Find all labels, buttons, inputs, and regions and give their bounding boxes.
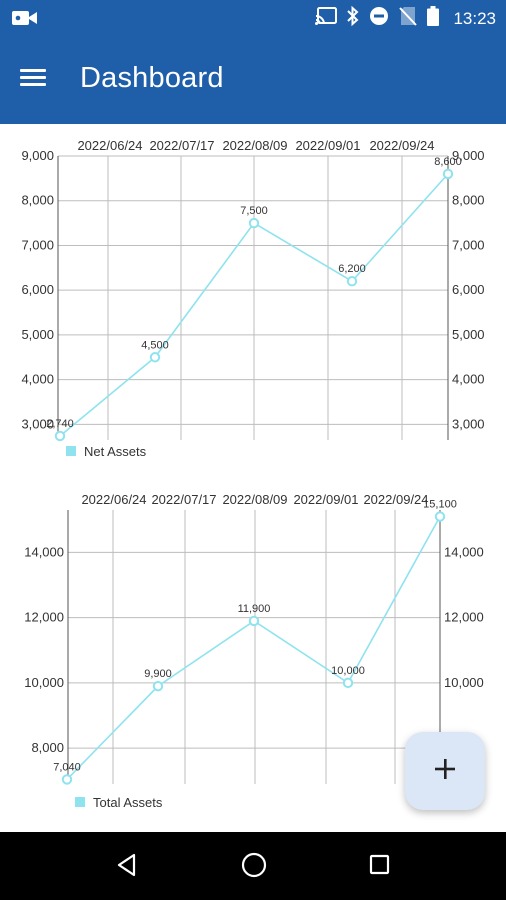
y-tick-label-left: 10,000 — [24, 675, 64, 690]
data-label: 10,000 — [331, 665, 365, 677]
y-tick-label-left: 8,000 — [21, 193, 54, 208]
y-tick-label-right: 7,000 — [452, 237, 485, 252]
y-tick-label-left: 5,000 — [21, 327, 54, 342]
y-tick-label-left: 9,000 — [21, 148, 54, 163]
y-tick-label-left: 4,000 — [21, 372, 54, 387]
y-tick-label-left: 14,000 — [24, 544, 64, 559]
x-tick-label: 2022/08/09 — [222, 492, 287, 507]
plus-icon — [434, 758, 456, 785]
cast-icon — [315, 7, 338, 30]
x-tick-label: 2022/07/17 — [149, 138, 214, 153]
video-camera-icon — [12, 9, 38, 32]
legend-label: Total Assets — [93, 795, 163, 810]
status-icons: 13:23 — [315, 0, 496, 37]
data-point — [346, 276, 358, 287]
total-assets-chart: 8,0008,00010,00010,00012,00012,00014,000… — [0, 474, 506, 824]
do-not-disturb-icon — [369, 6, 389, 31]
page-title: Dashboard — [80, 62, 224, 94]
hamburger-menu-icon[interactable] — [20, 65, 60, 97]
x-tick-label: 2022/06/24 — [77, 138, 142, 153]
x-tick-label: 2022/09/01 — [295, 138, 360, 153]
y-tick-label-right: 12,000 — [444, 610, 484, 625]
data-point — [149, 352, 161, 363]
data-label: 11,900 — [238, 603, 271, 615]
data-label: 9,900 — [144, 668, 172, 680]
app-bar: Dashboard — [0, 37, 506, 124]
y-tick-label-left: 3,000 — [21, 416, 54, 431]
x-tick-label: 2022/09/24 — [363, 492, 428, 507]
recents-icon[interactable] — [369, 854, 391, 881]
add-button[interactable] — [405, 732, 485, 810]
net-assets-chart-svg: 3,000 3,000 4,000 4,000 5,000 5,000 6,000 6,000… — [21, 138, 485, 459]
back-icon[interactable] — [116, 852, 138, 883]
y-tick-label-right: 10,000 — [444, 675, 484, 690]
data-point — [248, 217, 260, 229]
legend-label: Net Assets — [84, 444, 147, 459]
x-tick-label: 2022/09/01 — [293, 492, 358, 507]
y-tick-label-right: 9,000 — [452, 148, 485, 163]
legend-swatch — [75, 797, 85, 807]
total-assets-chart-svg: 8,0008,00010,00010,00012,00012,00014,000… — [24, 492, 484, 810]
y-tick-label-left: 7,000 — [21, 237, 54, 252]
y-tick-label-right: 4,000 — [452, 372, 485, 387]
y-tick-label-left: 6,000 — [21, 282, 54, 297]
home-icon[interactable] — [240, 851, 268, 884]
data-point — [54, 430, 66, 442]
data-point — [434, 511, 446, 522]
system-nav-bar — [0, 832, 506, 900]
bluetooth-icon — [347, 5, 359, 31]
net-assets-chart: 3,000 3,000 4,000 4,000 5,000 5,000 6,000 6,000… — [0, 124, 506, 464]
y-tick-label-right: 5,000 — [452, 327, 485, 342]
series-line — [66, 516, 441, 780]
x-tick-label: 2022/09/24 — [369, 138, 434, 153]
data-point — [248, 615, 260, 627]
data-label: 7,500 — [240, 205, 268, 217]
legend-swatch — [66, 446, 76, 456]
data-point — [152, 680, 164, 692]
y-tick-label-right: 3,000 — [452, 416, 485, 431]
status-time: 13:23 — [453, 8, 496, 28]
y-tick-label-right: 8,000 — [452, 193, 485, 208]
x-tick-label: 2022/06/24 — [81, 492, 146, 507]
data-point — [61, 774, 73, 785]
data-label: 15,100 — [423, 499, 457, 511]
data-label: 7,040 — [53, 761, 81, 773]
data-point — [442, 168, 454, 180]
battery-icon — [427, 6, 440, 31]
data-label: 4,500 — [141, 339, 169, 351]
status-bar: 13:23 — [0, 0, 506, 37]
y-tick-label-right: 14,000 — [444, 544, 484, 559]
data-label: 2,740 — [46, 418, 74, 430]
y-tick-label-left: 8,000 — [31, 740, 64, 755]
no-sim-icon — [399, 6, 418, 31]
y-tick-label-right: 6,000 — [452, 282, 485, 297]
x-tick-label: 2022/08/09 — [222, 138, 287, 153]
data-label: 6,200 — [338, 263, 366, 275]
x-tick-label: 2022/07/17 — [151, 492, 216, 507]
data-point — [342, 677, 354, 689]
y-tick-label-left: 12,000 — [24, 610, 64, 625]
data-label: 8,600 — [434, 156, 462, 168]
